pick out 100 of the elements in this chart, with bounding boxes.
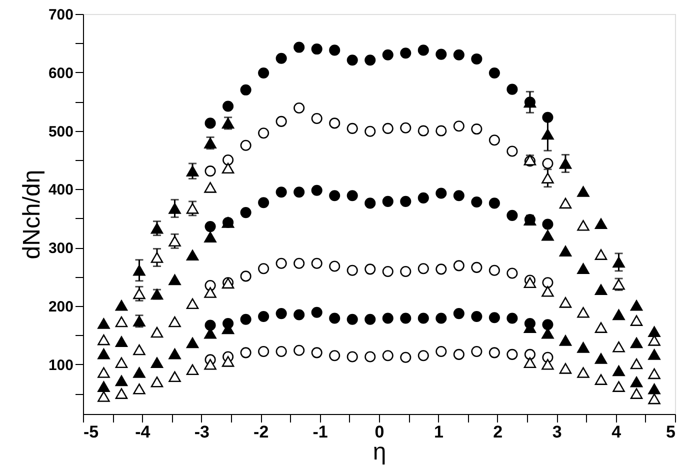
point <box>294 309 305 320</box>
point <box>471 310 482 322</box>
point <box>115 375 128 386</box>
point <box>294 186 305 198</box>
point <box>168 236 181 247</box>
point <box>133 288 146 300</box>
point <box>150 357 164 368</box>
point <box>594 353 608 364</box>
point <box>240 207 252 218</box>
point <box>453 260 464 272</box>
point <box>453 49 464 60</box>
point <box>630 337 643 348</box>
point <box>276 52 287 64</box>
point <box>98 391 110 402</box>
point <box>400 352 412 363</box>
point <box>150 288 164 300</box>
point <box>488 198 500 209</box>
point <box>168 371 181 382</box>
point <box>294 102 305 114</box>
point <box>186 203 199 214</box>
point <box>648 326 660 338</box>
point <box>436 264 447 275</box>
point <box>346 190 358 202</box>
x-tick-label: 1 <box>434 422 444 442</box>
point <box>329 118 340 129</box>
x-axis-title: η <box>372 438 386 466</box>
point <box>612 309 625 320</box>
point <box>594 284 608 296</box>
point <box>133 264 146 276</box>
point <box>559 363 572 374</box>
point <box>186 250 199 261</box>
point <box>436 346 447 358</box>
point <box>612 278 625 290</box>
point <box>98 348 110 360</box>
point <box>186 298 199 310</box>
point <box>240 270 252 282</box>
point <box>204 358 216 370</box>
point <box>488 264 500 276</box>
y-axis-title: dNch/dη <box>18 170 46 260</box>
point <box>311 258 322 269</box>
point <box>346 314 358 325</box>
point <box>150 326 164 338</box>
point <box>115 357 128 368</box>
point <box>612 341 625 352</box>
point <box>436 188 447 199</box>
point <box>418 263 429 274</box>
y-tick-label: 400 <box>48 182 74 199</box>
point <box>258 346 270 358</box>
point <box>382 266 394 278</box>
point <box>133 367 146 378</box>
point <box>542 218 554 230</box>
point <box>204 287 216 298</box>
point <box>488 312 500 324</box>
point <box>630 358 643 370</box>
point <box>133 384 146 394</box>
point <box>542 358 554 370</box>
point <box>204 118 216 129</box>
point <box>240 347 252 358</box>
point <box>186 364 199 376</box>
point <box>506 312 518 324</box>
point <box>488 347 500 358</box>
point <box>400 196 412 207</box>
point <box>559 198 572 209</box>
point <box>542 319 554 330</box>
point <box>612 365 625 376</box>
point <box>258 263 270 274</box>
point <box>258 197 270 208</box>
point <box>612 256 625 268</box>
point <box>98 334 110 346</box>
point <box>418 312 429 324</box>
point <box>577 307 590 318</box>
point <box>542 277 554 288</box>
point <box>222 154 234 166</box>
point <box>471 262 482 273</box>
point <box>418 125 429 136</box>
point <box>630 388 643 399</box>
point <box>471 346 482 358</box>
point <box>542 158 554 169</box>
point <box>453 348 464 360</box>
point <box>222 118 234 129</box>
point <box>204 221 216 232</box>
point <box>329 312 340 324</box>
point <box>400 266 412 278</box>
point <box>329 260 340 272</box>
point <box>577 367 590 378</box>
point <box>630 300 643 311</box>
point <box>542 172 554 184</box>
point <box>276 308 287 320</box>
point <box>329 350 340 362</box>
point <box>436 48 447 60</box>
point <box>506 210 518 221</box>
point <box>559 297 572 308</box>
x-tick-label: 4 <box>612 422 622 442</box>
point <box>346 264 358 276</box>
x-tick-label: 5 <box>666 422 676 442</box>
point <box>240 314 252 325</box>
x-tick-label: 0 <box>374 422 384 442</box>
point <box>186 166 199 176</box>
point <box>418 44 429 56</box>
x-tick-label: -2 <box>254 422 269 442</box>
